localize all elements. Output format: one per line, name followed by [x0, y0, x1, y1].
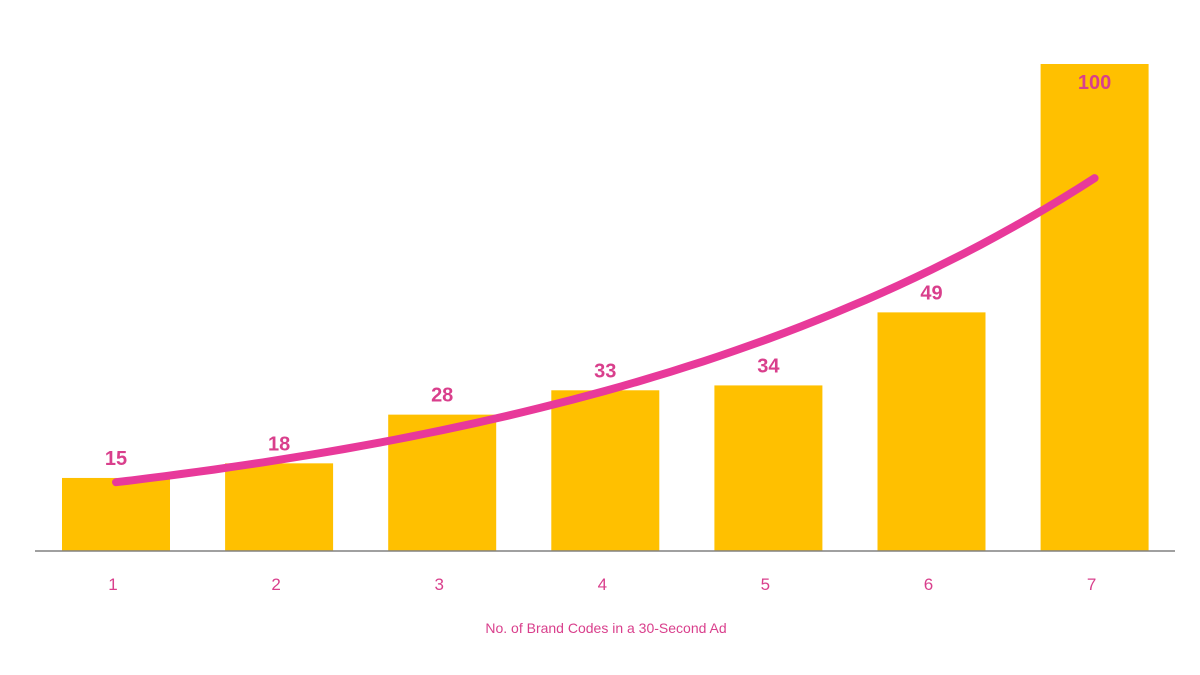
bar-4: [551, 390, 660, 551]
x-tick-5: 5: [761, 575, 770, 594]
bar-2: [225, 463, 334, 551]
x-tick-labels-group: 1 2 3 4 5 6 7: [108, 575, 1096, 594]
x-axis-title: No. of Brand Codes in a 30-Second Ad: [485, 620, 726, 636]
data-label-3: 28: [431, 385, 453, 407]
x-tick-4: 4: [598, 575, 607, 594]
x-tick-3: 3: [434, 575, 443, 594]
data-label-2: 18: [268, 433, 290, 455]
x-tick-1: 1: [108, 575, 117, 594]
data-label-7: 100: [1078, 72, 1111, 94]
exponential-trendline: [112, 174, 1099, 487]
bar-5: [714, 385, 823, 551]
bar-7: [1040, 64, 1149, 551]
x-tick-7: 7: [1087, 575, 1096, 594]
bar-6: [877, 312, 986, 551]
x-tick-2: 2: [271, 575, 280, 594]
data-label-6: 49: [920, 282, 942, 304]
bars-group: [62, 64, 1149, 551]
data-label-1: 15: [105, 448, 127, 470]
data-label-4: 33: [594, 360, 616, 382]
data-labels-group: 15 18 28 33 34 49 100: [105, 72, 1111, 470]
x-tick-6: 6: [924, 575, 933, 594]
bar-1: [62, 477, 170, 551]
data-label-5: 34: [757, 355, 780, 377]
